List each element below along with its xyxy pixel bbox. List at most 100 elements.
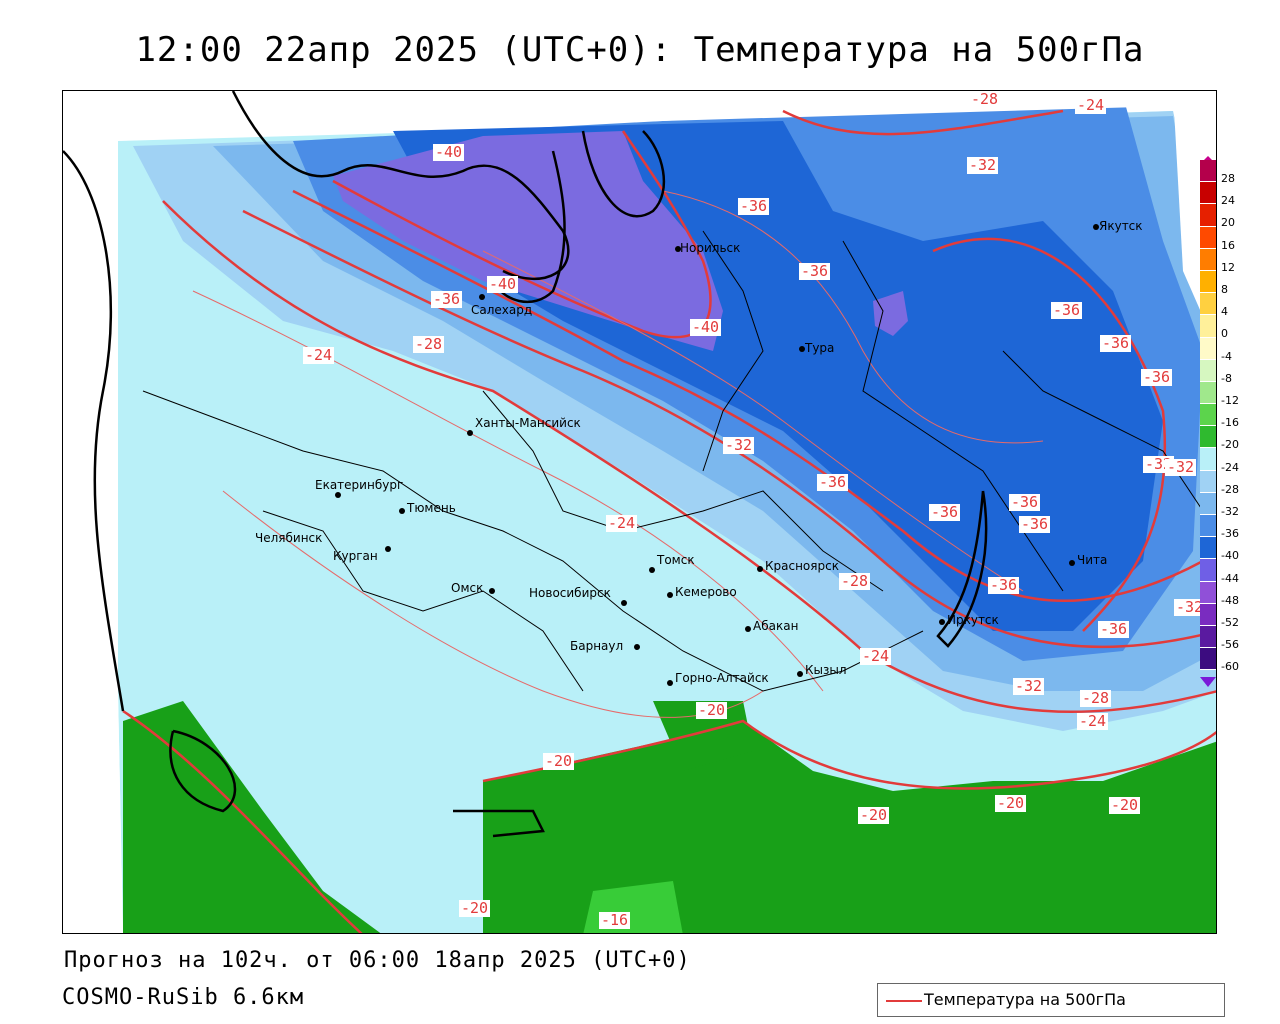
- colorbar-segment: [1200, 604, 1216, 626]
- contour-label: -32: [967, 157, 998, 174]
- city-irkutsk: Иркутск: [939, 613, 999, 627]
- map-area: Норильск Якутск Салехард Тура Ханты-Манс…: [62, 90, 1217, 934]
- colorbar-tick-label: 24: [1221, 194, 1235, 207]
- contour-label: -20: [1109, 797, 1140, 814]
- colorbar-tick-label: -24: [1221, 461, 1239, 474]
- contour-label: -36: [1098, 621, 1129, 638]
- city-dot: [675, 246, 681, 252]
- contour-label: -24: [606, 515, 637, 532]
- colorbar-tick-label: 12: [1221, 261, 1235, 274]
- colorbar-tick-label: 20: [1221, 216, 1235, 229]
- colorbar-segment: [1200, 249, 1216, 271]
- colorbar-segment: [1200, 227, 1216, 249]
- colorbar-segment: [1200, 471, 1216, 493]
- colorbar-segment: [1200, 537, 1216, 559]
- city-dot: [479, 294, 485, 300]
- city-dot: [797, 671, 803, 677]
- contour-label: -20: [696, 702, 727, 719]
- colorbar: [1200, 160, 1216, 670]
- contour-label: -24: [1077, 713, 1108, 730]
- contour-label: -20: [858, 807, 889, 824]
- city-dot: [757, 566, 763, 572]
- city-dot: [399, 508, 405, 514]
- city-chita: Чита: [1069, 553, 1107, 567]
- colorbar-segment: [1200, 338, 1216, 360]
- temperature-map: [63, 91, 1217, 934]
- contour-label: -36: [738, 198, 769, 215]
- colorbar-tick-label: -20: [1221, 438, 1239, 451]
- city-dot: [1069, 560, 1075, 566]
- colorbar-tick-label: -32: [1221, 505, 1239, 518]
- legend-box: Температура на 500гПа: [877, 983, 1225, 1017]
- contour-label: -20: [995, 795, 1026, 812]
- city-krasnoyarsk: Красноярск: [757, 559, 839, 573]
- colorbar-segment: [1200, 382, 1216, 404]
- colorbar-segment: [1200, 404, 1216, 426]
- contour-label: -36: [1009, 494, 1040, 511]
- city-gorno-altaysk: Горно-Алтайск: [667, 671, 769, 685]
- city-dot: [1093, 224, 1099, 230]
- contour-label: -32: [1165, 459, 1196, 476]
- contour-label: -28: [413, 336, 444, 353]
- city-kurgan: Курган: [333, 549, 378, 563]
- legend-line: [886, 1000, 922, 1002]
- contour-label: -24: [860, 648, 891, 665]
- colorbar-tick-label: 28: [1221, 172, 1235, 185]
- city-omsk: Омск: [451, 581, 483, 595]
- colorbar-bottom-arrow: [1200, 677, 1216, 687]
- city-yekaterinburg: Екатеринбург: [315, 478, 403, 492]
- forecast-info: Прогноз на 102ч. от 06:00 18апр 2025 (UT…: [64, 948, 691, 973]
- contour-label: -36: [431, 291, 462, 308]
- city-khanty-mansiysk: Ханты-Мансийск: [467, 416, 581, 430]
- colorbar-tick-label: 8: [1221, 283, 1228, 296]
- outside-domain-left: [63, 91, 123, 934]
- colorbar-tick-label: -40: [1221, 549, 1239, 562]
- model-name: COSMO-RuSib 6.6км: [62, 985, 304, 1010]
- colorbar-segment: [1200, 360, 1216, 382]
- colorbar-segment: [1200, 182, 1216, 204]
- city-tura: Тура: [799, 341, 834, 355]
- colorbar-tick-label: -12: [1221, 394, 1239, 407]
- colorbar-tick-label: -28: [1221, 483, 1239, 496]
- city-abakan: Абакан: [745, 619, 798, 633]
- colorbar-segment: [1200, 493, 1216, 515]
- city-barnaul: Барнаул: [570, 639, 623, 653]
- contour-label: -36: [799, 263, 830, 280]
- colorbar-segment: [1200, 160, 1216, 182]
- city-dot: [385, 546, 391, 552]
- city-dot: [489, 588, 495, 594]
- contour-label: -36: [1141, 369, 1172, 386]
- contour-label: -24: [1075, 97, 1106, 114]
- colorbar-tick-label: -4: [1221, 350, 1232, 363]
- contour-label: -40: [487, 276, 518, 293]
- contour-label: -36: [929, 504, 960, 521]
- colorbar-tick-label: -8: [1221, 372, 1232, 385]
- colorbar-tick-label: 4: [1221, 305, 1228, 318]
- city-dot: [621, 600, 627, 606]
- contour-label: -32: [1013, 678, 1044, 695]
- contour-label: -32: [723, 437, 754, 454]
- colorbar-tick-label: -48: [1221, 594, 1239, 607]
- city-novosibirsk: Новосибирск: [529, 586, 611, 600]
- colorbar-tick-label: -16: [1221, 416, 1239, 429]
- city-dot: [335, 492, 341, 498]
- contour-label: -20: [543, 753, 574, 770]
- colorbar-segment: [1200, 626, 1216, 648]
- city-dot: [634, 644, 640, 650]
- colorbar-segment: [1200, 582, 1216, 604]
- city-tomsk: Томск: [649, 553, 695, 567]
- contour-label: -36: [1051, 302, 1082, 319]
- city-kemerovo: Кемерово: [667, 585, 737, 599]
- contour-label: -40: [433, 144, 464, 161]
- contour-label: -20: [459, 900, 490, 917]
- city-dot: [799, 346, 805, 352]
- city-dot: [667, 680, 673, 686]
- contour-label: -16: [599, 912, 630, 929]
- city-chelyabinsk: Челябинск: [255, 531, 322, 545]
- colorbar-segment: [1200, 315, 1216, 337]
- contour-label: -36: [1019, 516, 1050, 533]
- contour-label: -36: [1100, 335, 1131, 352]
- colorbar-segment: [1200, 293, 1216, 315]
- colorbar-segment: [1200, 559, 1216, 581]
- contour-label: -36: [988, 577, 1019, 594]
